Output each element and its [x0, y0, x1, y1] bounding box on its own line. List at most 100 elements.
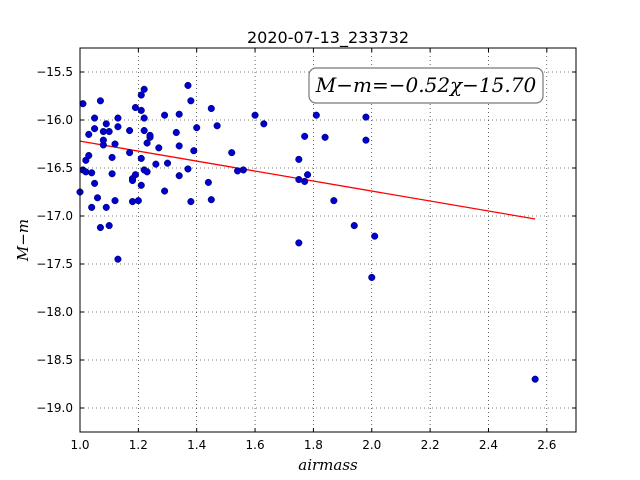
data-point [204, 178, 212, 186]
x-tick-labels: 1.0 1.2 1.4 1.6 1.8 2.0 2.2 2.4 2.6 [70, 438, 556, 452]
x-tick-label: 1.0 [70, 438, 89, 452]
data-point [184, 81, 192, 89]
data-point [137, 154, 145, 162]
data-point [301, 132, 309, 140]
y-axis-label: M−m [14, 219, 32, 262]
data-point [304, 171, 312, 179]
data-point [207, 104, 215, 113]
y-tick-label: −18.0 [36, 305, 73, 319]
data-point [114, 255, 122, 263]
data-point [105, 127, 113, 136]
x-tick-label: 1.4 [187, 438, 206, 452]
data-point [108, 153, 116, 161]
data-point [88, 203, 96, 211]
data-point [152, 160, 160, 168]
data-point [105, 222, 113, 230]
data-point [102, 203, 110, 211]
data-point [93, 194, 102, 202]
data-point [161, 187, 169, 195]
data-point [137, 91, 145, 99]
data-point [207, 196, 215, 204]
data-point [213, 122, 221, 130]
data-point [96, 97, 104, 105]
y-tick-label: −16.5 [36, 161, 73, 175]
data-point [260, 120, 268, 128]
data-point [126, 149, 134, 157]
y-tick-label: −15.5 [36, 65, 73, 79]
annotation-text: M−m=−0.52χ−15.70 [315, 73, 537, 97]
data-point [163, 159, 172, 167]
data-point [137, 106, 145, 114]
x-tick-label: 2.2 [421, 438, 440, 452]
data-point [175, 172, 183, 180]
data-point [371, 232, 379, 240]
data-point [140, 127, 148, 135]
data-point [531, 375, 539, 383]
data-point [140, 114, 148, 122]
data-point [79, 100, 87, 108]
data-point [143, 139, 151, 147]
data-points [76, 81, 539, 383]
y-tick-label: −18.5 [36, 353, 73, 367]
data-point [131, 171, 139, 179]
grid-lines [80, 48, 576, 432]
data-point [161, 111, 169, 119]
data-point [114, 114, 122, 122]
data-point [330, 197, 338, 205]
data-point [128, 176, 137, 185]
y-tick-label: −17.5 [36, 257, 73, 271]
data-point [91, 125, 99, 133]
data-point [143, 168, 151, 176]
data-point [126, 127, 134, 135]
data-point [172, 128, 180, 137]
data-point [96, 223, 104, 232]
y-tick-label: −16.0 [36, 113, 73, 127]
data-point [184, 165, 192, 173]
data-point [295, 155, 303, 163]
fit-annotation: M−m=−0.52χ−15.70 [308, 67, 544, 104]
data-point [228, 149, 236, 157]
data-point [301, 177, 309, 185]
data-point [85, 130, 93, 138]
data-point [85, 151, 93, 160]
data-point [137, 181, 145, 189]
data-point [82, 168, 90, 176]
y-tick-labels: −15.5 −16.0 −16.5 −17.0 −17.5 −18.0 −18.5 −19.0 [36, 65, 73, 415]
data-point [251, 111, 259, 119]
x-tick-label: 2.6 [537, 438, 556, 452]
plot-area [79, 47, 577, 433]
data-point [175, 142, 183, 150]
x-tick-label: 1.6 [246, 438, 265, 452]
data-point [312, 111, 320, 119]
data-point [108, 170, 116, 178]
data-point [91, 179, 99, 187]
data-point [140, 85, 148, 93]
data-point [134, 197, 142, 205]
data-point [234, 167, 242, 175]
data-point [362, 113, 370, 121]
annotation-box [308, 67, 544, 104]
x-tick-label: 1.2 [129, 438, 148, 452]
x-tick-label: 1.8 [304, 438, 323, 452]
data-point [190, 147, 198, 155]
data-point [187, 97, 195, 105]
data-point [146, 131, 154, 139]
data-point [295, 239, 303, 247]
x-axis-label: airmass [298, 456, 358, 474]
data-point [114, 123, 122, 131]
data-point [368, 273, 376, 281]
data-point [102, 120, 110, 128]
x-tick-label: 2.4 [479, 438, 498, 452]
data-point [111, 140, 119, 148]
x-tick-label: 2.0 [362, 438, 381, 452]
chart-title: 2020-07-13_233732 [247, 28, 409, 48]
data-point [99, 136, 107, 144]
data-point [91, 114, 99, 122]
data-point [88, 169, 96, 177]
data-point [239, 166, 247, 174]
data-point [362, 136, 370, 144]
y-tick-label: −17.0 [36, 209, 73, 223]
data-point [193, 124, 201, 132]
axis-ticks [79, 48, 576, 432]
